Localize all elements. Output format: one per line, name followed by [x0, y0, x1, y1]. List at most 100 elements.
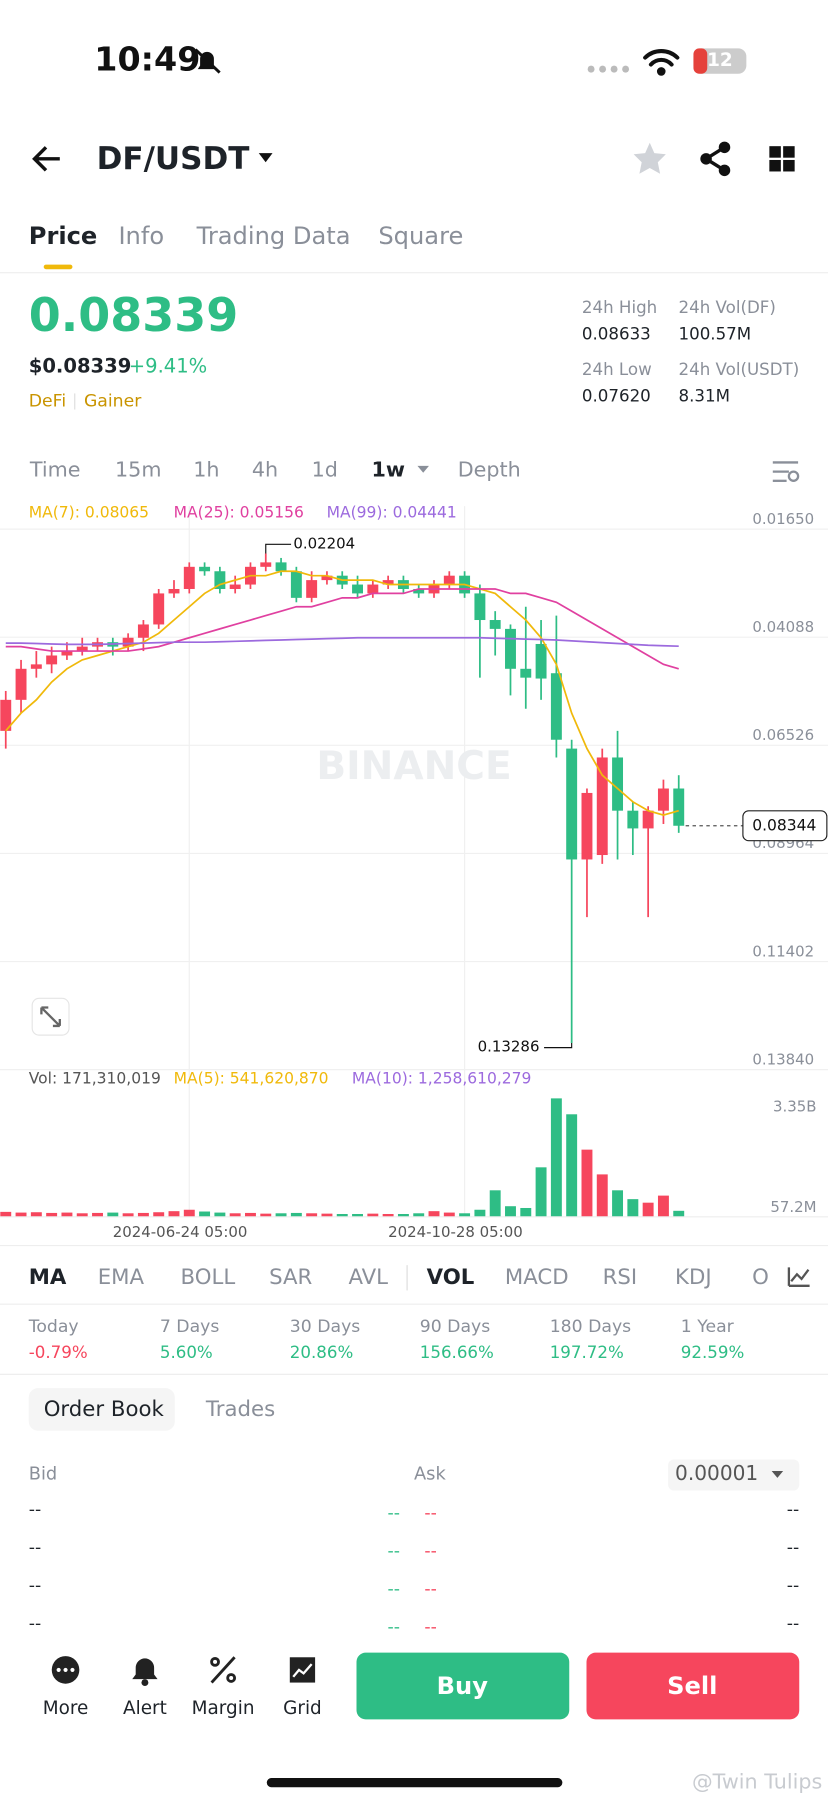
volume-bar: [596, 1174, 608, 1217]
volume-bar: [382, 1213, 394, 1217]
volume-bar: [535, 1167, 547, 1217]
buy-button[interactable]: [356, 1652, 570, 1720]
volume-bar: [183, 1209, 195, 1217]
volume-bar: [229, 1213, 241, 1217]
interval[interactable]: 1d: [312, 457, 338, 481]
ask-cell: --: [787, 1576, 799, 1596]
performance-label: Today: [28, 1317, 79, 1337]
candle-body: [306, 580, 318, 598]
volume-bar: [30, 1212, 42, 1217]
nav-label: More: [43, 1698, 89, 1719]
battery-level-text: 12: [707, 50, 733, 71]
volume-bar: [275, 1213, 287, 1217]
favorite-button[interactable]: [633, 142, 666, 174]
interval[interactable]: Depth: [458, 457, 521, 481]
watermark: BINANCE: [316, 744, 511, 789]
volume-bar: [321, 1213, 333, 1217]
high-annotation: 0.02204: [293, 534, 355, 552]
battery-level: [693, 48, 708, 74]
more-icon[interactable]: [51, 1656, 80, 1684]
legend-entry: MA(25): 0.05156: [174, 504, 304, 522]
stat-value: 8.31M: [679, 386, 730, 405]
tab[interactable]: Trading Data: [196, 222, 351, 250]
tab-underline: [43, 264, 73, 270]
candle-body: [275, 562, 287, 572]
interval-dropdown[interactable]: [417, 465, 429, 473]
indicator-tab[interactable]: VOL: [427, 1265, 475, 1290]
performance-value: -0.79%: [29, 1343, 88, 1362]
tab[interactable]: Price: [29, 222, 98, 250]
volume-bar: [657, 1195, 669, 1217]
volume-bar: [566, 1114, 578, 1217]
indicator-tab[interactable]: MACD: [505, 1265, 569, 1290]
wifi-icon: [643, 49, 680, 76]
volume-bar: [581, 1149, 593, 1217]
orderbook-tab-bg: [28, 1388, 175, 1431]
volume-bar: [122, 1213, 134, 1217]
bid-price-cell: --: [388, 1541, 400, 1561]
candle-body: [76, 646, 88, 652]
bid-price-cell: --: [388, 1579, 400, 1599]
interval[interactable]: Time: [29, 457, 81, 481]
candle-body: [199, 566, 211, 572]
layout-button[interactable]: [769, 146, 795, 172]
indicator-tab[interactable]: KDJ: [675, 1265, 712, 1290]
indicator-tab[interactable]: AVL: [348, 1265, 388, 1290]
ma-line: [5, 588, 679, 670]
ask-price-cell: --: [424, 1504, 436, 1524]
share-button[interactable]: [700, 141, 731, 177]
x-tick-label: 2024-06-24 05:00: [113, 1223, 248, 1241]
candle-body: [627, 810, 639, 829]
volume-legend: Vol: 171,310,019: [29, 1069, 161, 1087]
indicator-settings[interactable]: [787, 1267, 810, 1287]
sell-button[interactable]: [586, 1652, 800, 1720]
volume-tick-label: 3.35B: [773, 1098, 817, 1116]
current-price-box: [742, 810, 828, 842]
volume-bar: [489, 1190, 501, 1217]
status-time: 10:49: [94, 40, 200, 79]
candle-body: [566, 748, 578, 860]
orderbook-tab[interactable]: Order Book: [44, 1397, 165, 1422]
indicator-tab[interactable]: RSI: [603, 1265, 638, 1290]
ask-cell: --: [787, 1614, 799, 1634]
back-button[interactable]: [32, 146, 60, 172]
performance-value: 156.66%: [420, 1343, 494, 1362]
indicator-tab[interactable]: SAR: [269, 1265, 312, 1290]
orderbook-tab[interactable]: Trades: [205, 1397, 275, 1422]
interval[interactable]: 15m: [115, 457, 161, 481]
indicator-tab[interactable]: MA: [29, 1265, 67, 1290]
volume-legend: MA(5): 541,620,870: [174, 1069, 329, 1087]
current-price-label: 0.08344: [752, 816, 816, 834]
tab[interactable]: Info: [118, 222, 164, 250]
home-indicator: [266, 1778, 563, 1788]
indicator-tab[interactable]: BOLL: [181, 1265, 236, 1290]
bid-cell: --: [29, 1500, 41, 1520]
precision-select[interactable]: [668, 1459, 800, 1491]
interval[interactable]: 1h: [193, 457, 219, 481]
candle-body: [413, 588, 425, 594]
alert-icon[interactable]: [132, 1658, 158, 1687]
ask-cell: --: [787, 1500, 799, 1520]
volume-bar: [474, 1209, 486, 1217]
interval[interactable]: 1w: [371, 457, 405, 481]
candle-body: [535, 643, 547, 679]
grid-icon[interactable]: [289, 1657, 316, 1683]
low-annotation: 0.13286: [478, 1038, 540, 1056]
candle-body: [367, 584, 379, 594]
volume-bar: [214, 1212, 226, 1217]
pair-dropdown[interactable]: [258, 153, 273, 163]
candle-body: [46, 655, 58, 665]
volume-bar: [76, 1213, 88, 1217]
margin-icon[interactable]: [210, 1656, 237, 1684]
interval[interactable]: 4h: [252, 457, 278, 481]
volume-bar: [627, 1199, 639, 1217]
y-tick-label: 0.06526: [752, 726, 814, 744]
chart-settings-button[interactable]: [772, 461, 800, 482]
pair-title: DF/USDT: [97, 141, 251, 177]
volume-bar: [520, 1207, 532, 1217]
tab[interactable]: Square: [378, 222, 463, 250]
nav-label: Margin: [192, 1698, 255, 1719]
ask-price-cell: --: [424, 1541, 436, 1561]
indicator-tab[interactable]: O: [752, 1265, 769, 1290]
indicator-tab[interactable]: EMA: [98, 1265, 145, 1290]
